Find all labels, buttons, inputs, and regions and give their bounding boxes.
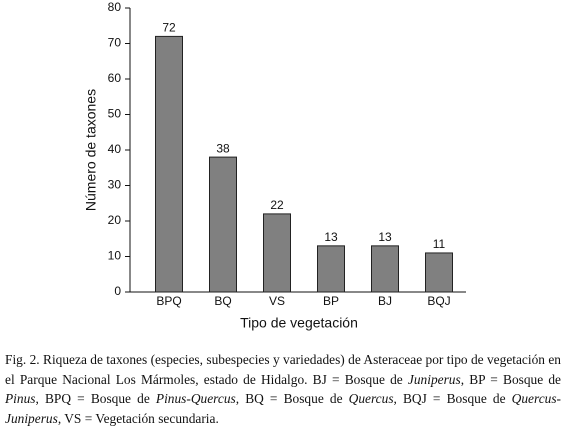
x-tick-label: BQJ — [427, 294, 450, 308]
y-tick-label: 30 — [108, 178, 122, 192]
caption-text: , VS = Vegetación secundaria. — [57, 410, 219, 426]
value-label: 38 — [216, 141, 230, 155]
bar — [155, 35, 183, 293]
value-label: 72 — [162, 21, 176, 35]
caption-text: , BQJ = Bosque de — [393, 391, 512, 407]
bar — [425, 252, 453, 293]
caption-text: , BQ = Bosque de — [235, 391, 349, 407]
bar — [263, 213, 291, 293]
caption-text: Quercus — [348, 391, 394, 407]
y-tick-label: 60 — [108, 71, 122, 85]
caption-text: Pinus — [5, 391, 36, 407]
bar — [317, 245, 345, 293]
caption-text: Quercus-Juniperus — [5, 391, 562, 426]
x-tick-label: BPQ — [156, 294, 181, 308]
bar — [209, 156, 237, 293]
y-axis-label: Número de taxones — [83, 89, 99, 211]
y-tick-label: 50 — [108, 107, 122, 121]
x-tick-label: BQ — [214, 294, 231, 308]
caption: Fig. 2. Riqueza de taxones (especies, su… — [5, 350, 561, 428]
value-label: 13 — [324, 230, 338, 244]
y-tick-label: 20 — [108, 213, 122, 227]
x-tick-label: BP — [323, 294, 339, 308]
x-tick-label: VS — [269, 294, 285, 308]
caption-text: , BPQ = Bosque de — [35, 391, 156, 407]
caption-text: Pinus-Quercus — [155, 391, 236, 407]
value-label: 11 — [433, 237, 446, 251]
caption-text: , BP = Bosque de — [460, 371, 562, 387]
x-tick-label: BJ — [378, 294, 392, 308]
value-label: 13 — [378, 230, 392, 244]
y-tick-label: 80 — [108, 0, 122, 14]
caption-text: Juniperus — [407, 371, 461, 387]
y-tick-label: 0 — [114, 284, 121, 298]
y-tick-label: 70 — [108, 36, 122, 50]
y-tick-label: 10 — [108, 249, 122, 263]
x-axis-label: Tipo de vegetación — [240, 315, 358, 331]
chart: Tipo de vegetación Número de taxones 0 10… — [83, 0, 466, 331]
bar — [371, 245, 399, 293]
caption-text: Fig. 2. Riqueza de taxones (especies, su… — [5, 352, 561, 387]
y-tick-label: 40 — [108, 142, 122, 156]
value-label: 22 — [270, 198, 284, 212]
